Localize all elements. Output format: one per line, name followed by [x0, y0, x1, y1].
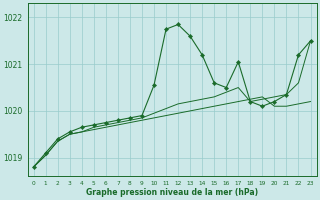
- X-axis label: Graphe pression niveau de la mer (hPa): Graphe pression niveau de la mer (hPa): [86, 188, 258, 197]
